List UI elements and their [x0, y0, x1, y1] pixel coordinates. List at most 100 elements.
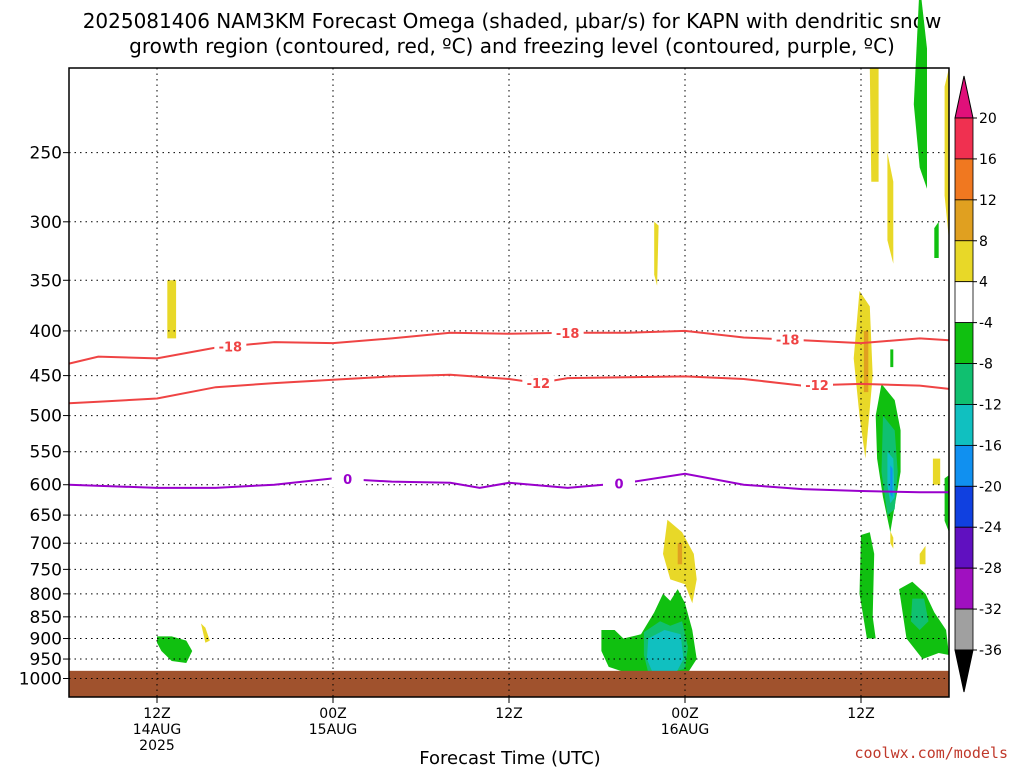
colorbar-segment-4	[954, 281, 974, 324]
omega-region-4	[887, 152, 894, 264]
x-tick-label-12-1: 14AUG	[133, 722, 182, 738]
omega-region-21	[944, 475, 949, 533]
omega-region-9	[919, 545, 926, 565]
omega-region-7	[932, 458, 941, 485]
omega-region-19	[859, 532, 876, 639]
y-tick-label-900: 900	[30, 630, 62, 650]
contour-label-dgz_lower-0: -12	[527, 377, 551, 392]
omega-region-3	[869, 68, 879, 182]
y-tick-label-650: 650	[30, 506, 62, 526]
colorbar-label-9: -20	[979, 479, 1002, 495]
contour-label-bg-dgz_upper-1	[551, 324, 584, 341]
colorbar-label-5: -4	[979, 316, 993, 332]
omega-region-13	[677, 543, 683, 565]
contour-label-dgz_upper-1: -18	[556, 327, 580, 342]
omega-region-22	[890, 349, 894, 368]
x-tick-label-24-0: 00Z	[319, 706, 346, 722]
x-tick-label-48-0: 00Z	[671, 706, 698, 722]
colorbar-label-12: -32	[979, 602, 1002, 618]
x-tick-label-12-2: 2025	[139, 738, 175, 754]
y-tick-label-750: 750	[30, 560, 62, 580]
contour-label-bg-dgz_upper-2	[771, 331, 804, 348]
colorbar-label-3: 8	[979, 234, 988, 250]
x-tick-label-60-0: 12Z	[847, 706, 874, 722]
ground-below-surface	[69, 670, 949, 697]
contour-label-freezing-1: 0	[614, 477, 623, 492]
omega-region-28	[890, 465, 893, 498]
contour-label-bg-freezing-0	[331, 471, 364, 488]
omega-region-16	[913, 0, 927, 189]
ground-band	[69, 670, 949, 697]
contour-label-bg-dgz_upper-0	[214, 338, 247, 355]
x-tick-label-12-0: 12Z	[143, 706, 170, 722]
omega-region-12	[863, 330, 869, 393]
colorbar-label-6: -8	[979, 357, 993, 373]
y-tick-label-550: 550	[30, 443, 62, 463]
x-tick-label-48-1: 16AUG	[661, 722, 710, 738]
contour-labels: -18 -18 -18 -12 -12 0 0	[214, 324, 833, 492]
dgz-upper-contour	[68, 329, 950, 365]
omega-region-11	[201, 623, 210, 643]
chart-title-line-1: 2025081406 NAM3KM Forecast Omega (shaded…	[83, 9, 942, 33]
omega-region-1	[654, 221, 659, 286]
omega-region-26	[646, 630, 684, 673]
y-tick-label-1000: 1000	[19, 669, 62, 689]
colorbar-segment-10	[954, 526, 974, 569]
colorbar-segment-3	[954, 240, 974, 283]
colorbar-segment-5	[954, 322, 974, 364]
colorbar-label-2: 12	[979, 193, 997, 209]
chart-title-line-2: growth region (contoured, red, ºC) and f…	[129, 34, 895, 58]
y-tick-label-250: 250	[30, 144, 62, 164]
colorbar-segment-11	[954, 567, 974, 610]
contour-label-dgz_lower-1: -12	[805, 379, 829, 394]
y-tick-label-350: 350	[30, 271, 62, 291]
colorbar-top-arrow	[954, 75, 974, 119]
colorbar-label-7: -12	[979, 397, 1002, 413]
omega-shading	[157, 0, 949, 690]
y-tick-label-850: 850	[30, 608, 62, 628]
colorbar-label-11: -28	[979, 561, 1002, 577]
y-axis-ticks: 2503003504004505005506006507007508008509…	[19, 144, 69, 689]
omega-region-0	[167, 280, 177, 339]
colorbar-label-0: 20	[979, 111, 997, 127]
contour-label-freezing-0: 0	[343, 473, 352, 488]
contour-label-bg-freezing-1	[603, 475, 635, 492]
y-tick-label-450: 450	[30, 367, 62, 387]
omega-region-25	[910, 598, 929, 630]
colorbar-label-10: -24	[979, 520, 1002, 536]
colorbar-segment-9	[954, 485, 974, 528]
omega-region-8	[890, 531, 894, 549]
colorbar-segment-0	[954, 117, 974, 160]
y-tick-label-600: 600	[30, 476, 62, 496]
colorbar-segment-12	[954, 608, 974, 651]
y-tick-label-300: 300	[30, 213, 62, 233]
y-tick-label-800: 800	[30, 585, 62, 605]
colorbar-label-4: 4	[979, 275, 988, 291]
contour-label-dgz_upper-2: -18	[776, 334, 800, 349]
colorbar-segment-8	[954, 444, 974, 487]
colorbar-label-13: -36	[979, 643, 1002, 659]
omega-region-14	[157, 636, 193, 663]
colorbar-label-1: 16	[979, 152, 997, 168]
x-axis-label: Forecast Time (UTC)	[419, 748, 600, 768]
colorbar-label-8: -16	[979, 438, 1002, 454]
y-tick-label-950: 950	[30, 650, 62, 670]
y-tick-label-700: 700	[30, 534, 62, 554]
omega-region-6	[944, 68, 949, 241]
colorbar-segment-2	[954, 199, 974, 242]
contour-label-bg-dgz_lower-0	[522, 375, 555, 392]
colorbar-segment-6	[954, 363, 974, 405]
contour-label-bg-dgz_lower-1	[801, 377, 833, 394]
x-tick-label-36-0: 12Z	[495, 706, 522, 722]
contour-label-dgz_upper-0: -18	[219, 340, 243, 355]
x-tick-label-24-1: 15AUG	[309, 722, 358, 738]
colorbar: 20 16 12 8 4 -4 -8 -12 -16 -20 -24 -28 -32 -36	[954, 75, 1002, 693]
colorbar-segment-7	[954, 404, 974, 446]
y-tick-label-400: 400	[30, 322, 62, 342]
omega-region-17	[934, 221, 939, 258]
y-tick-label-500: 500	[30, 407, 62, 427]
colorbar-segment-1	[954, 158, 974, 201]
credit-text: coolwx.com/models	[854, 744, 1008, 762]
